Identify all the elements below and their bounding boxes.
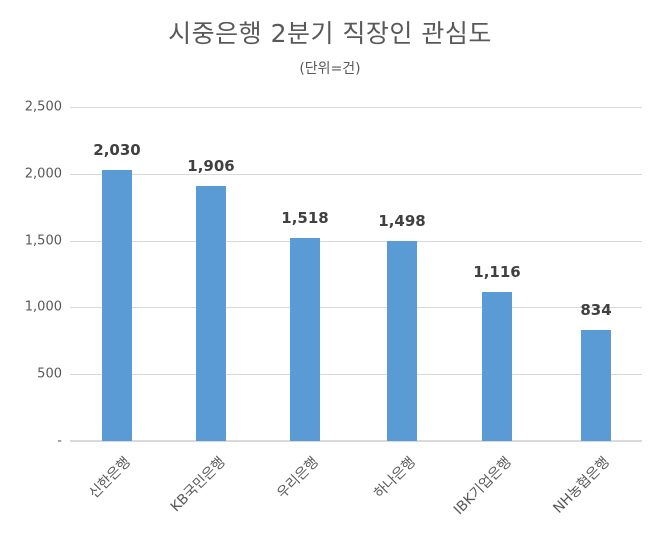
y-tick-label: 2,500 <box>24 99 62 115</box>
data-label: 1,906 <box>187 157 235 176</box>
x-tick-label: KB국민은행 <box>167 454 229 516</box>
plot-area: 2,030 신한은행 1,906 KB국민은행 1,518 우리은행 1,498 하나은행 1,… <box>70 0 642 546</box>
y-tick-label: 500 <box>37 366 62 382</box>
y-tick-label: - <box>57 433 62 449</box>
data-label: 1,116 <box>473 262 521 281</box>
x-tick-label: 하나은행 <box>371 454 420 502</box>
bar <box>290 238 320 441</box>
gridline <box>70 107 642 108</box>
gridline <box>70 240 642 242</box>
y-tick-label: 2,000 <box>24 166 62 182</box>
chart-title: 시중은행 2분기 직장인 관심도 <box>168 19 492 48</box>
y-tick-label: 1,000 <box>24 299 62 315</box>
chart-subtitle: (단위=건) <box>299 61 361 77</box>
bar <box>482 291 512 441</box>
bar <box>387 240 417 441</box>
bar <box>581 329 611 441</box>
bar <box>196 186 226 441</box>
x-tick-label: 신한은행 <box>86 454 135 502</box>
data-label: 1,498 <box>378 211 426 230</box>
bar <box>102 169 132 441</box>
gridline <box>70 374 642 376</box>
x-tick-label: IBK기업은행 <box>450 454 515 519</box>
gridline <box>70 173 642 175</box>
x-tick-label: NH농협은행 <box>550 454 614 517</box>
gridline <box>70 307 642 309</box>
data-label: 2,030 <box>93 140 141 159</box>
y-tick-label: 1,500 <box>24 233 62 249</box>
data-label: 1,518 <box>281 209 329 228</box>
x-tick-label: 우리은행 <box>274 454 323 502</box>
data-label: 834 <box>580 300 612 319</box>
x-axis-line <box>70 440 642 442</box>
